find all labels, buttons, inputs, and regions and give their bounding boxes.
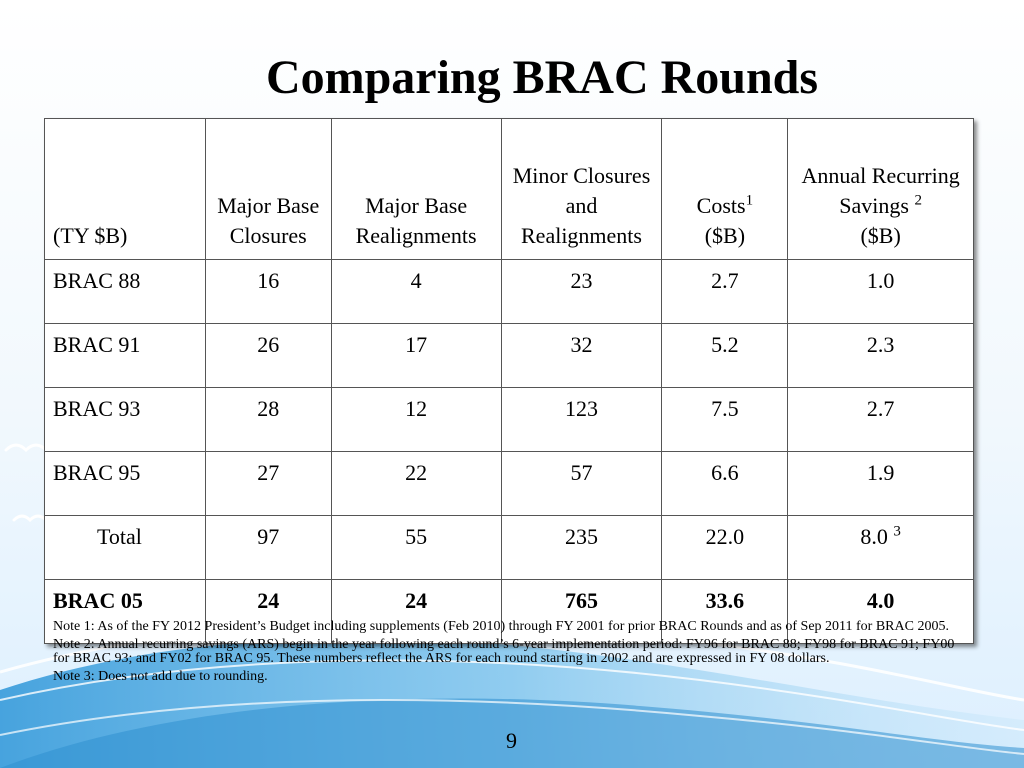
table-cell: 7.5 xyxy=(661,387,789,452)
table-row: BRAC 93 28 12 123 7.5 2.7 xyxy=(44,387,974,452)
table-cell: 2.7 xyxy=(661,259,789,324)
table-cell: 2.3 xyxy=(787,323,974,388)
table-cell: 123 xyxy=(500,387,663,452)
table-cell: 8.0 3 xyxy=(787,515,974,580)
cell-value: 8.0 xyxy=(860,524,888,549)
footnotes: Note 1: As of the FY 2012 President’s Bu… xyxy=(53,620,973,688)
row-label: Total xyxy=(44,515,206,580)
header-unit: ($B) xyxy=(860,223,901,248)
table-cell: 4.0 xyxy=(787,579,974,644)
footnote-marker: 2 xyxy=(914,192,922,209)
slide-title: Comparing BRAC Rounds xyxy=(265,51,819,104)
cell-value: 2.7 xyxy=(866,396,895,421)
footnote-marker: 1 xyxy=(745,192,754,209)
table-header-units: (TY $B) xyxy=(44,118,206,260)
table-row-total: Total 97 55 235 22.0 8.0 3 xyxy=(44,515,974,580)
table-cell: 33.6 xyxy=(661,579,789,644)
row-label: BRAC 91 xyxy=(44,323,206,388)
table-header-row: (TY $B) Major Base Closures Major Base R… xyxy=(44,118,974,260)
table-header-major-closures: Major Base Closures xyxy=(204,118,332,260)
row-label: BRAC 93 xyxy=(44,387,206,452)
table-cell: 1.9 xyxy=(787,451,974,516)
table-cell: 765 xyxy=(500,579,663,644)
table-cell: 12 xyxy=(330,387,502,452)
swoosh-line xyxy=(0,659,1024,731)
table-cell: 6.6 xyxy=(661,451,789,516)
table-cell: 235 xyxy=(500,515,663,580)
table-cell: 4 xyxy=(330,259,502,324)
cell-value: 1.0 xyxy=(866,268,895,293)
table-cell: 17 xyxy=(330,323,502,388)
header-text: Minor Closures and Realignments xyxy=(512,163,651,248)
header-text: Major Base Closures xyxy=(217,193,320,248)
footnote-marker: 3 xyxy=(893,523,901,540)
table-cell: 16 xyxy=(204,259,332,324)
footnote-2: Note 2: Annual recurring savings (ARS) b… xyxy=(53,637,955,666)
table-cell: 27 xyxy=(204,451,332,516)
table-cell: 23 xyxy=(500,259,663,324)
table-cell: 24 xyxy=(330,579,502,644)
brac-comparison-table: (TY $B) Major Base Closures Major Base R… xyxy=(44,118,974,644)
table-cell: 57 xyxy=(500,451,663,516)
table-row: BRAC 95 27 22 57 6.6 1.9 xyxy=(44,451,974,516)
table-header-major-realignments: Major Base Realignments xyxy=(330,118,502,260)
table-cell: 22.0 xyxy=(661,515,789,580)
header-text: Costs xyxy=(696,193,746,218)
cell-value: 1.9 xyxy=(866,460,895,485)
table-row-brac-05: BRAC 05 24 24 765 33.6 4.0 xyxy=(44,579,974,644)
cell-value: 2.3 xyxy=(866,332,895,357)
cell-value: 4.0 xyxy=(866,588,895,613)
table-cell: 26 xyxy=(204,323,332,388)
table-row: BRAC 91 26 17 32 5.2 2.3 xyxy=(44,323,974,388)
table-cell: 2.7 xyxy=(787,387,974,452)
header-text: Major Base Realignments xyxy=(355,193,477,248)
row-label: BRAC 95 xyxy=(44,451,206,516)
footnote-1: Note 1: As of the FY 2012 President’s Bu… xyxy=(53,619,949,634)
row-label: BRAC 05 xyxy=(44,579,206,644)
table-header-costs: Costs1 ($B) xyxy=(661,118,789,260)
table-cell: 28 xyxy=(204,387,332,452)
page-number: 9 xyxy=(506,728,517,753)
table-cell: 5.2 xyxy=(661,323,789,388)
table-cell: 32 xyxy=(500,323,663,388)
table-cell: 22 xyxy=(330,451,502,516)
header-unit: ($B) xyxy=(704,223,746,248)
footnote-3: Note 3: Does not add due to rounding. xyxy=(53,669,268,684)
table-row: BRAC 88 16 4 23 2.7 1.0 xyxy=(44,259,974,324)
header-text: (TY $B) xyxy=(53,223,128,248)
swoosh-shape xyxy=(0,698,1024,768)
header-text: Annual Recurring Savings xyxy=(801,163,960,218)
table-cell: 55 xyxy=(330,515,502,580)
table-cell: 97 xyxy=(204,515,332,580)
table-header-savings: Annual Recurring Savings 2 ($B) xyxy=(787,118,974,260)
row-label: BRAC 88 xyxy=(44,259,206,324)
table-cell: 1.0 xyxy=(787,259,974,324)
swoosh-line xyxy=(0,699,1024,755)
table-header-minor-closures: Minor Closures and Realignments xyxy=(500,118,663,260)
